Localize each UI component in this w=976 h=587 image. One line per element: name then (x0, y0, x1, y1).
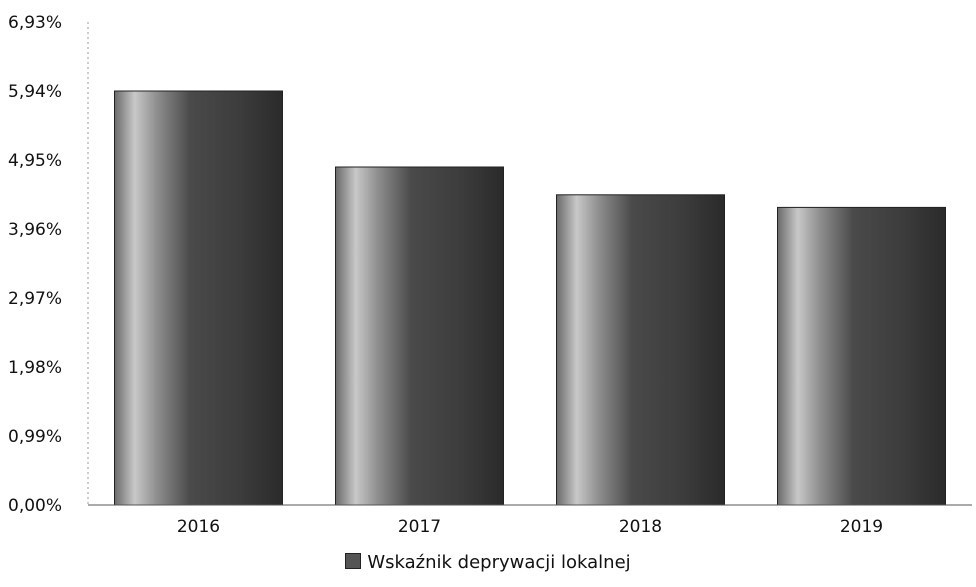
bar-2017 (336, 167, 504, 505)
y-tick-label: 4,95% (8, 151, 62, 171)
y-tick-label: 6,93% (8, 13, 62, 33)
bars (115, 91, 946, 505)
y-axis: 0,00% 0,99% 1,98% 2,97% 3,96% 4,95% 5,94% 6,93% (8, 13, 88, 516)
legend: Wskaźnik deprywacji lokalnej (0, 552, 976, 573)
y-tick-label: 1,98% (8, 358, 62, 378)
y-tick-label: 5,94% (8, 82, 62, 102)
y-tick-label: 0,00% (8, 496, 62, 516)
y-tick-label: 2,97% (8, 289, 62, 309)
y-tick-label: 3,96% (8, 220, 62, 240)
bar-2018 (557, 195, 725, 505)
x-tick-label: 2016 (177, 517, 220, 537)
legend-swatch (345, 553, 361, 569)
y-tick-label: 0,99% (8, 427, 62, 447)
x-axis: 2016 2017 2018 2019 (88, 505, 972, 537)
x-tick-label: 2018 (619, 517, 662, 537)
x-tick-label: 2019 (840, 517, 883, 537)
legend-label: Wskaźnik deprywacji lokalnej (367, 552, 630, 573)
bar-2019 (778, 207, 946, 505)
bar-2016 (115, 91, 283, 505)
x-tick-label: 2017 (398, 517, 441, 537)
